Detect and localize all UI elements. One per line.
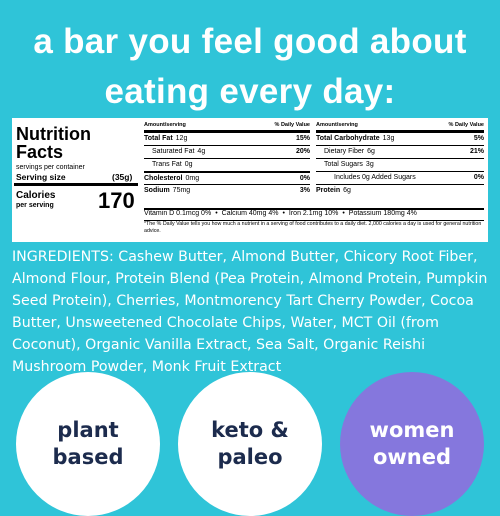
nutrient-row: Total Fat 12g 15% — [144, 132, 310, 144]
nutrient-name: Protein — [316, 187, 341, 194]
badge: women owned — [340, 372, 484, 516]
nutrient-row: Dietary Fiber 6g 21% — [316, 145, 484, 157]
nutrient-amount: 13g — [382, 135, 395, 142]
nutrient-name: Total Fat — [144, 135, 173, 142]
nutrient-amount: 0g — [184, 161, 193, 168]
nutrient-row: Includes 0g Added Sugars 0% — [316, 171, 484, 183]
vitamin: Calcium 40mg 4% — [221, 210, 279, 217]
separator: • — [215, 210, 218, 217]
nutrient-row: Protein 6g — [316, 184, 484, 196]
ingredients: INGREDIENTS: Cashew Butter, Almond Butte… — [12, 246, 490, 378]
rule — [144, 220, 484, 221]
nutrient-dv: 0% — [473, 174, 484, 181]
amount-header: Amount/serving — [144, 122, 186, 128]
calories-label: Calories — [16, 190, 56, 201]
headline: eating every day: — [104, 72, 396, 111]
dv-header: % Daily Value — [274, 122, 310, 128]
nutrient-amount: 6g — [343, 187, 351, 194]
badge-text: keto & — [211, 418, 289, 442]
amount-header: Amount/serving — [316, 122, 358, 128]
badge: keto & paleo — [178, 372, 322, 516]
calories: 170 — [98, 188, 135, 213]
nutrient-amount: 6g — [367, 148, 375, 155]
nutrient-dv: 20% — [295, 148, 310, 155]
badge: plant based — [16, 372, 160, 516]
nutrient-name: Cholesterol — [144, 175, 183, 182]
badge-text: paleo — [217, 445, 283, 469]
nutrient-name: Dietary Fiber — [324, 148, 365, 155]
separator: • — [342, 210, 345, 217]
nutrient-row: Trans Fat 0g — [144, 158, 310, 170]
nutrient-dv: 3% — [299, 187, 310, 194]
nutrient-row: Cholesterol 0mg 0% — [144, 171, 310, 184]
nutrient-amount: 4g — [197, 148, 206, 155]
nutrition-facts: Nutrition Facts servings per container S… — [12, 118, 488, 242]
nutrient-row: Total Carbohydrate 13g 5% — [316, 132, 484, 144]
nutrient-dv: 5% — [473, 135, 484, 142]
nutrient-name: Saturated Fat — [152, 148, 195, 155]
serving-size: (35g) — [112, 172, 133, 182]
servings: servings per container — [16, 164, 85, 171]
rule — [144, 208, 484, 210]
badge-text: plant — [57, 418, 119, 442]
serving-size-label: Serving size — [16, 172, 66, 182]
nutrient-name: Total Sugars — [324, 161, 363, 168]
nf-title: Facts — [16, 142, 64, 162]
nutrient-amount: 0mg — [185, 175, 200, 182]
headline: a bar you feel good about — [33, 22, 467, 61]
rule — [14, 183, 138, 186]
nutrient-row: Total Sugars 3g — [316, 158, 484, 170]
badge-text: women — [369, 418, 455, 442]
nutrient-name: Includes 0g Added Sugars — [334, 174, 416, 181]
vitamin: Potassium 180mg 4% — [348, 210, 417, 217]
per-serving: per serving — [16, 202, 54, 209]
vitamins: Vitamin D 0.1mcg 0% • Calcium 40mg 4% • Iron… — [144, 210, 417, 217]
ingredients-label: INGREDIENTS: — [12, 249, 114, 265]
nutrient-amount: 12g — [175, 135, 188, 142]
rule — [316, 130, 484, 132]
nutrient-name: Trans Fat — [152, 161, 182, 168]
page: a bar you feel good about eating every d… — [12, 22, 490, 516]
badge-text: owned — [372, 445, 452, 469]
nutrient-dv: 21% — [469, 148, 484, 155]
rule — [144, 130, 310, 132]
vitamin: Vitamin D 0.1mcg 0% — [144, 210, 212, 217]
separator: • — [282, 210, 285, 217]
nutrient-dv: 15% — [295, 135, 310, 142]
ingredients-text: Cashew Butter, Almond Butter, Chicory Ro… — [12, 249, 488, 375]
nutrient-amount: 75mg — [172, 187, 191, 194]
nutrient-name: Total Carbohydrate — [316, 135, 380, 142]
vitamin: Iron 2.1mg 10% — [288, 210, 339, 217]
nutrient-amount: 3g — [365, 161, 374, 168]
dv-header: % Daily Value — [448, 122, 484, 128]
nutrient-row: Sodium 75mg 3% — [144, 184, 310, 196]
nf-title: Nutrition — [16, 124, 91, 144]
badge-text: based — [52, 445, 124, 469]
nutrient-row: Saturated Fat 4g 20% — [144, 145, 310, 157]
nutrient-dv: 0% — [299, 175, 310, 182]
footnote: *The % Daily Value tells you how much a … — [144, 221, 482, 234]
nutrient-name: Sodium — [144, 187, 170, 194]
